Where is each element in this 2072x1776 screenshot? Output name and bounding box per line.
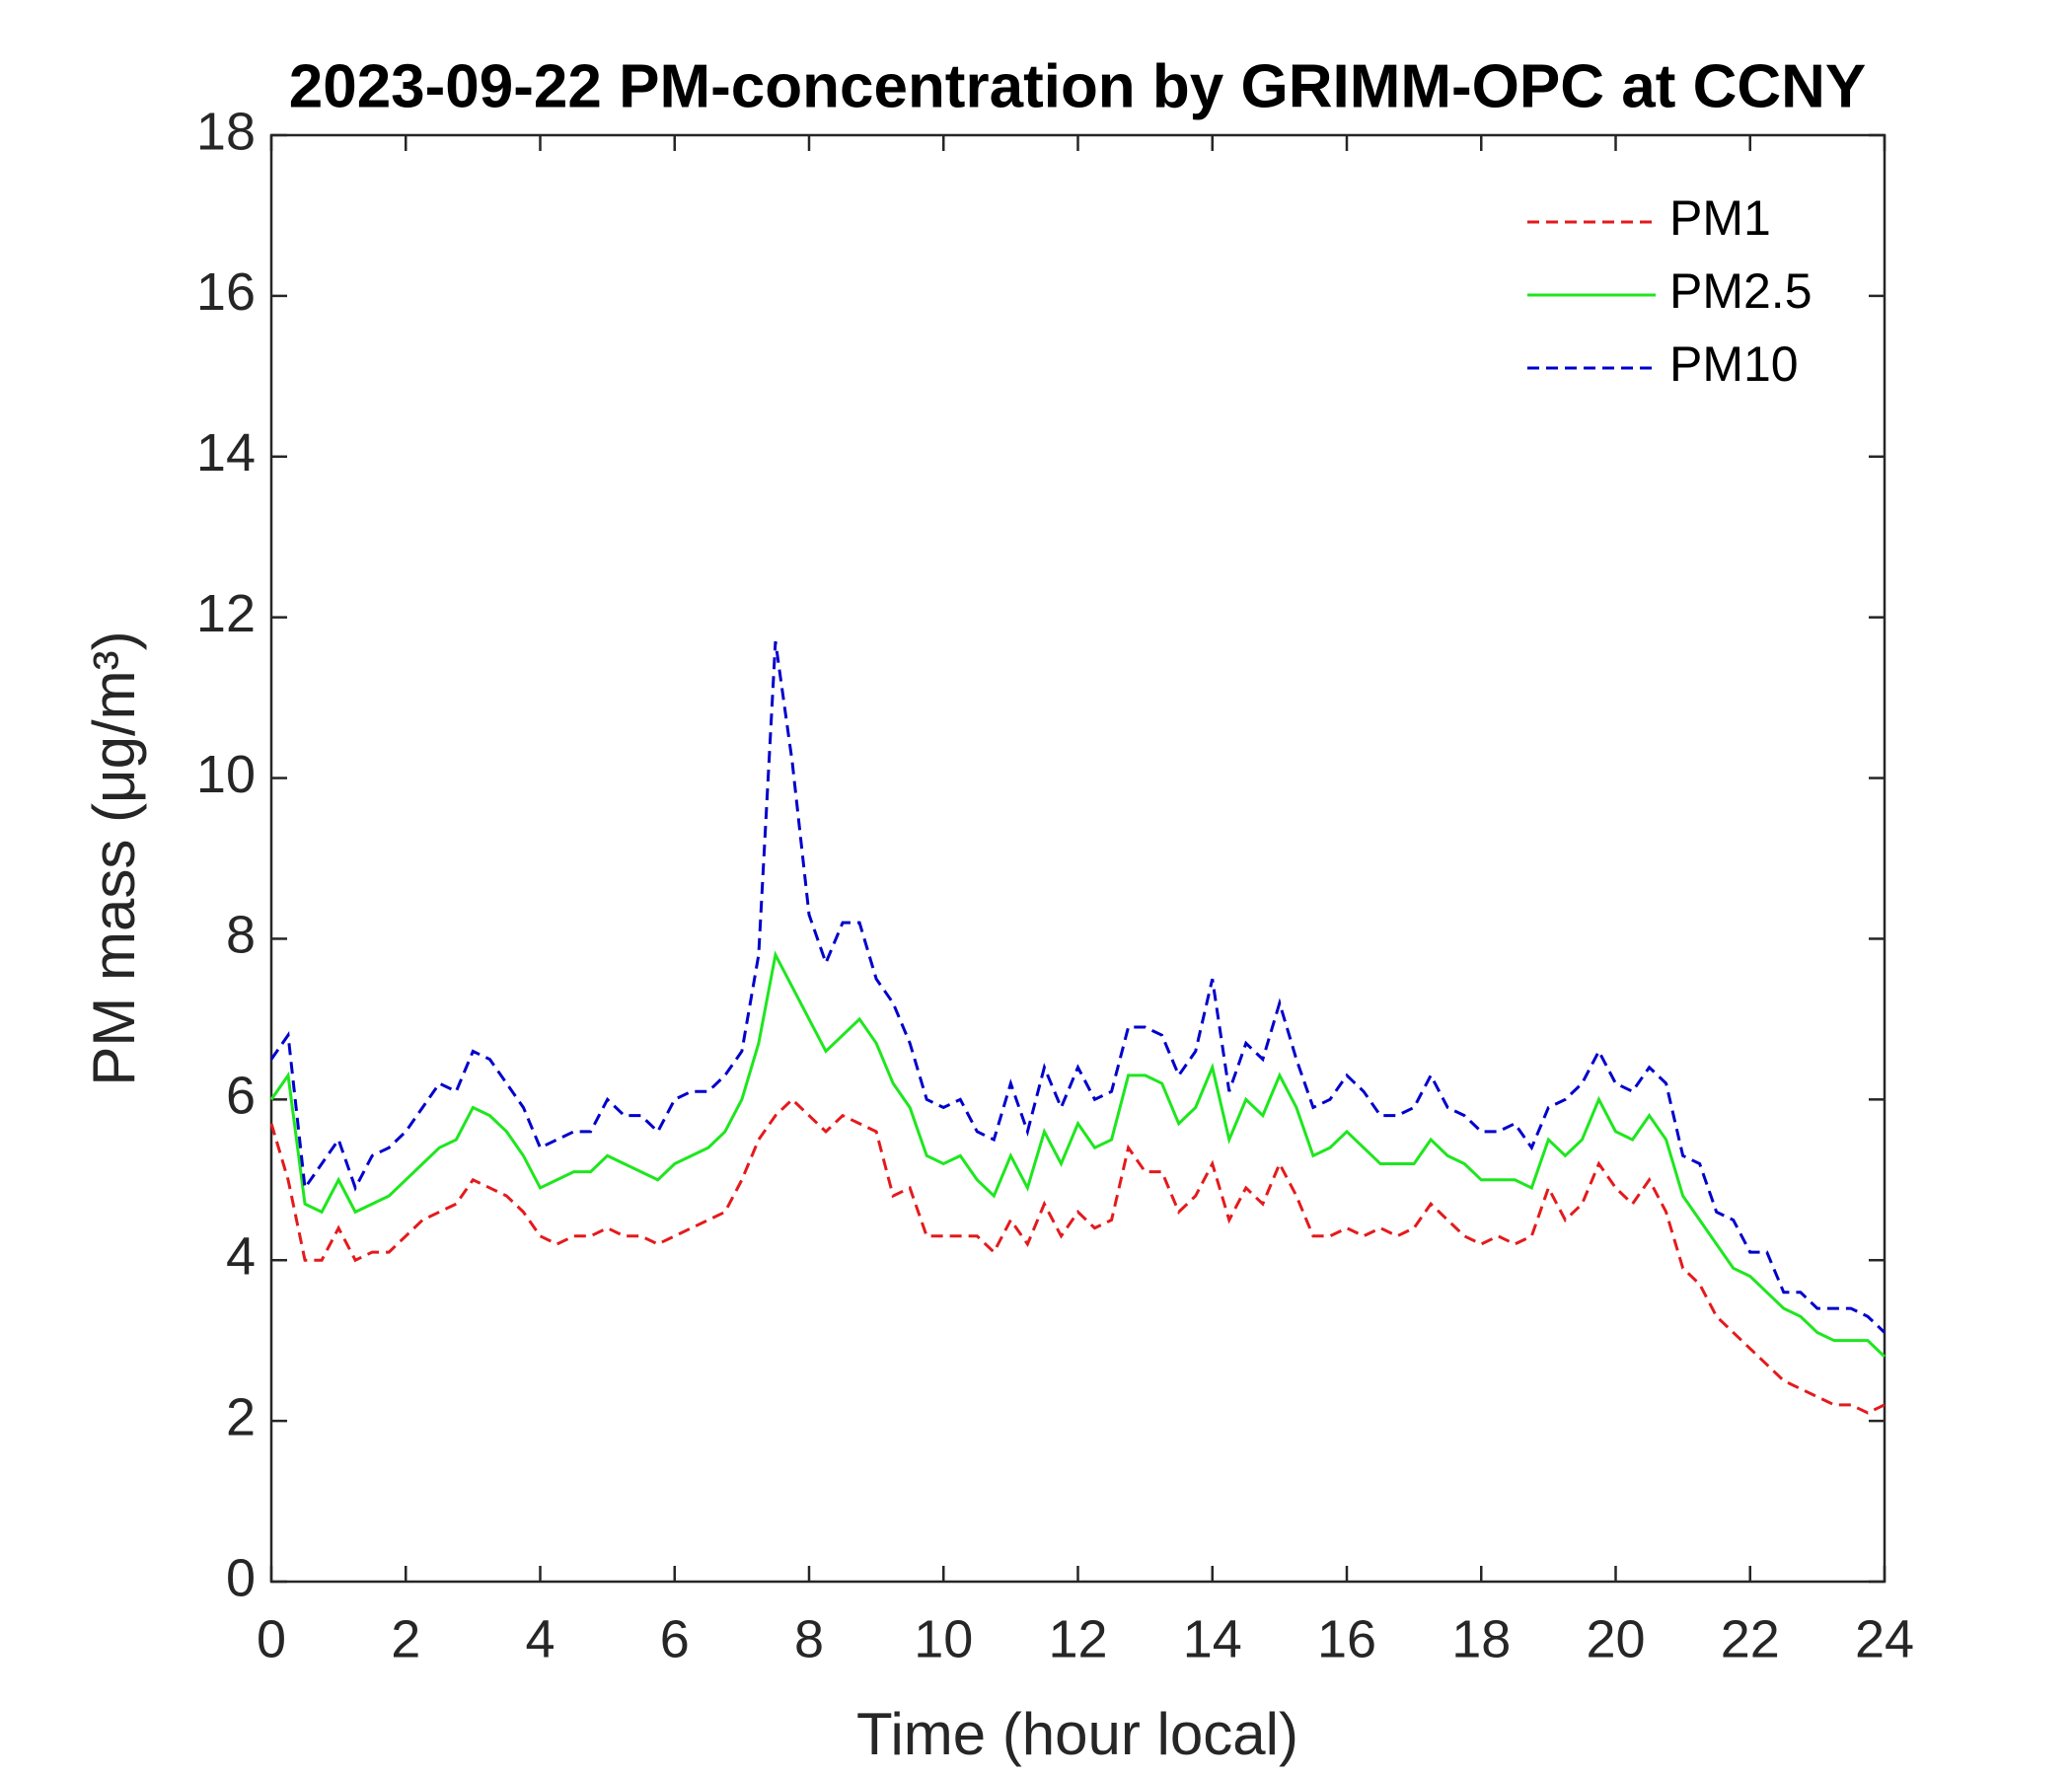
x-tick-label: 20	[1586, 1609, 1645, 1668]
x-tick-label: 16	[1317, 1609, 1376, 1668]
y-tick-label: 14	[196, 423, 256, 482]
data-line	[269, 640, 1887, 1334]
x-tick-label: 24	[1855, 1609, 1914, 1668]
x-tick-label: 18	[1451, 1609, 1511, 1668]
x-tick-label: 14	[1183, 1609, 1242, 1668]
y-tick-label: 10	[196, 745, 256, 804]
data-line	[269, 1097, 1886, 1415]
legend-label: PM2.5	[1669, 263, 1813, 319]
y-tick-label: 4	[226, 1226, 256, 1286]
y-tick-label: 12	[196, 584, 256, 643]
x-tick-label: 8	[794, 1609, 824, 1668]
x-tick-label: 10	[914, 1609, 973, 1668]
legend-label: PM1	[1669, 190, 1771, 246]
x-tick-label: 22	[1721, 1609, 1780, 1668]
x-tick-label: 0	[257, 1609, 286, 1668]
x-tick-label: 6	[660, 1609, 690, 1668]
x-tick-label: 2	[391, 1609, 420, 1668]
y-tick-label: 0	[226, 1548, 256, 1607]
y-tick-label: 6	[226, 1067, 256, 1126]
y-axis-label: PM mass (μg/m³)	[81, 630, 147, 1085]
x-axis-label: Time (hour local)	[856, 1701, 1298, 1767]
y-tick-label: 18	[196, 102, 256, 161]
data-line	[269, 950, 1887, 1359]
y-tick-label: 16	[196, 262, 256, 322]
x-tick-label: 12	[1048, 1609, 1107, 1668]
legend-label: PM10	[1669, 336, 1799, 392]
y-tick-label: 2	[226, 1387, 256, 1446]
y-tick-label: 8	[226, 906, 256, 965]
chart-title: 2023-09-22 PM-concentration by GRIMM-OPC…	[289, 52, 1867, 120]
x-tick-label: 4	[525, 1609, 555, 1668]
